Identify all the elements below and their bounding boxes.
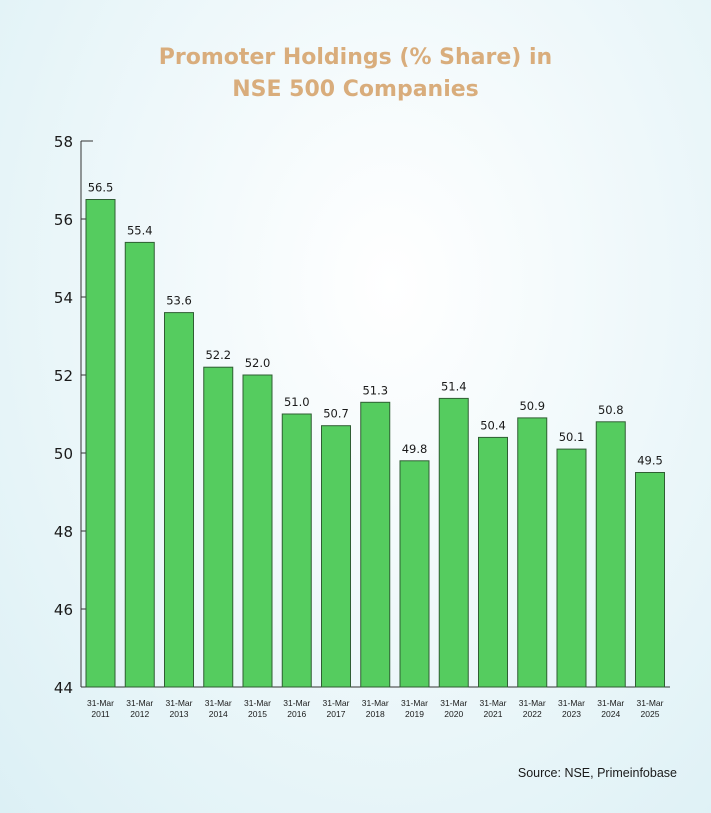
x-tick-label-line-1: 31-Mar [597,698,624,708]
bar-value-label: 53.6 [166,294,192,308]
x-tick-label-line-2: 2025 [641,709,660,719]
bar-value-label: 49.8 [402,442,428,456]
bar [399,460,430,688]
bar [438,397,469,688]
x-tick-label-line-1: 31-Mar [362,698,389,708]
x-tick-label-line-2: 2018 [366,709,385,719]
bar [164,312,194,688]
bar [85,199,116,688]
bar [595,421,626,688]
bar-value-label: 50.7 [323,407,349,421]
bar [203,366,234,688]
x-tick-label-line-2: 2021 [484,709,503,719]
y-tick-label: 50 [54,445,73,463]
bar-value-label: 55.4 [127,223,153,237]
x-tick-label-line-2: 2011 [91,709,110,719]
x-tick-label-line-1: 31-Mar [126,698,153,708]
bar [360,401,391,688]
x-tick-label-line-1: 31-Mar [244,698,271,708]
bar [635,472,665,688]
bar [478,436,508,688]
x-tick-label-line-1: 31-Mar [87,698,114,708]
bar [517,417,548,688]
x-tick-label-line-2: 2013 [170,709,189,719]
y-tick-label: 48 [54,523,73,541]
y-tick-label: 56 [54,211,73,229]
chart-title-line-2: NSE 500 Companies [232,77,479,102]
x-tick-label-line-1: 31-Mar [519,698,546,708]
bar [321,425,351,688]
bar-value-label: 51.3 [362,383,388,397]
bar-value-label: 49.5 [637,454,663,468]
x-tick-label-line-1: 31-Mar [637,698,664,708]
bar-value-label: 51.0 [284,395,310,409]
bar [124,241,155,688]
bar-value-label: 50.9 [519,399,545,413]
x-tick-label-line-2: 2016 [287,709,306,719]
bar-value-label: 51.4 [441,379,467,393]
x-tick-label-line-1: 31-Mar [401,698,428,708]
bar-value-label: 52.0 [245,356,271,370]
y-tick-label: 52 [54,367,73,385]
x-tick-label-line-1: 31-Mar [558,698,585,708]
x-tick-label-line-2: 2019 [405,709,424,719]
bar [281,413,312,688]
chart-title-line-1: Promoter Holdings (% Share) in [158,45,553,70]
bar-value-label: 50.8 [598,403,624,417]
bar-value-label: 52.2 [205,348,231,362]
y-tick-label: 58 [54,133,73,151]
source-note: Source: NSE, Primeinfobase [517,766,677,780]
bar [242,374,273,688]
bar-value-label: 56.5 [88,181,114,195]
x-tick-label-line-1: 31-Mar [205,698,232,708]
bar-value-label: 50.1 [559,430,585,444]
x-tick-label-line-2: 2022 [523,709,542,719]
chart-title: Promoter Holdings (% Share) in NSE 500 C… [0,42,711,106]
y-tick-label: 46 [54,601,73,619]
x-tick-label-line-1: 31-Mar [440,698,467,708]
x-tick-label-line-2: 2015 [248,709,267,719]
x-tick-label-line-2: 2014 [209,709,228,719]
bar [556,448,587,688]
x-tick-label-line-1: 31-Mar [323,698,350,708]
x-tick-label-line-2: 2012 [130,709,149,719]
x-tick-label-line-2: 2020 [444,709,463,719]
bar-value-label: 50.4 [480,418,506,432]
x-tick-label-line-1: 31-Mar [283,698,310,708]
x-tick-label-line-2: 2024 [601,709,620,719]
y-tick-label: 54 [54,289,73,307]
x-tick-label-line-2: 2017 [327,709,346,719]
x-tick-label-line-1: 31-Mar [166,698,193,708]
x-tick-label-line-2: 2023 [562,709,581,719]
x-tick-label-line-1: 31-Mar [480,698,507,708]
y-tick-label: 44 [54,679,73,697]
